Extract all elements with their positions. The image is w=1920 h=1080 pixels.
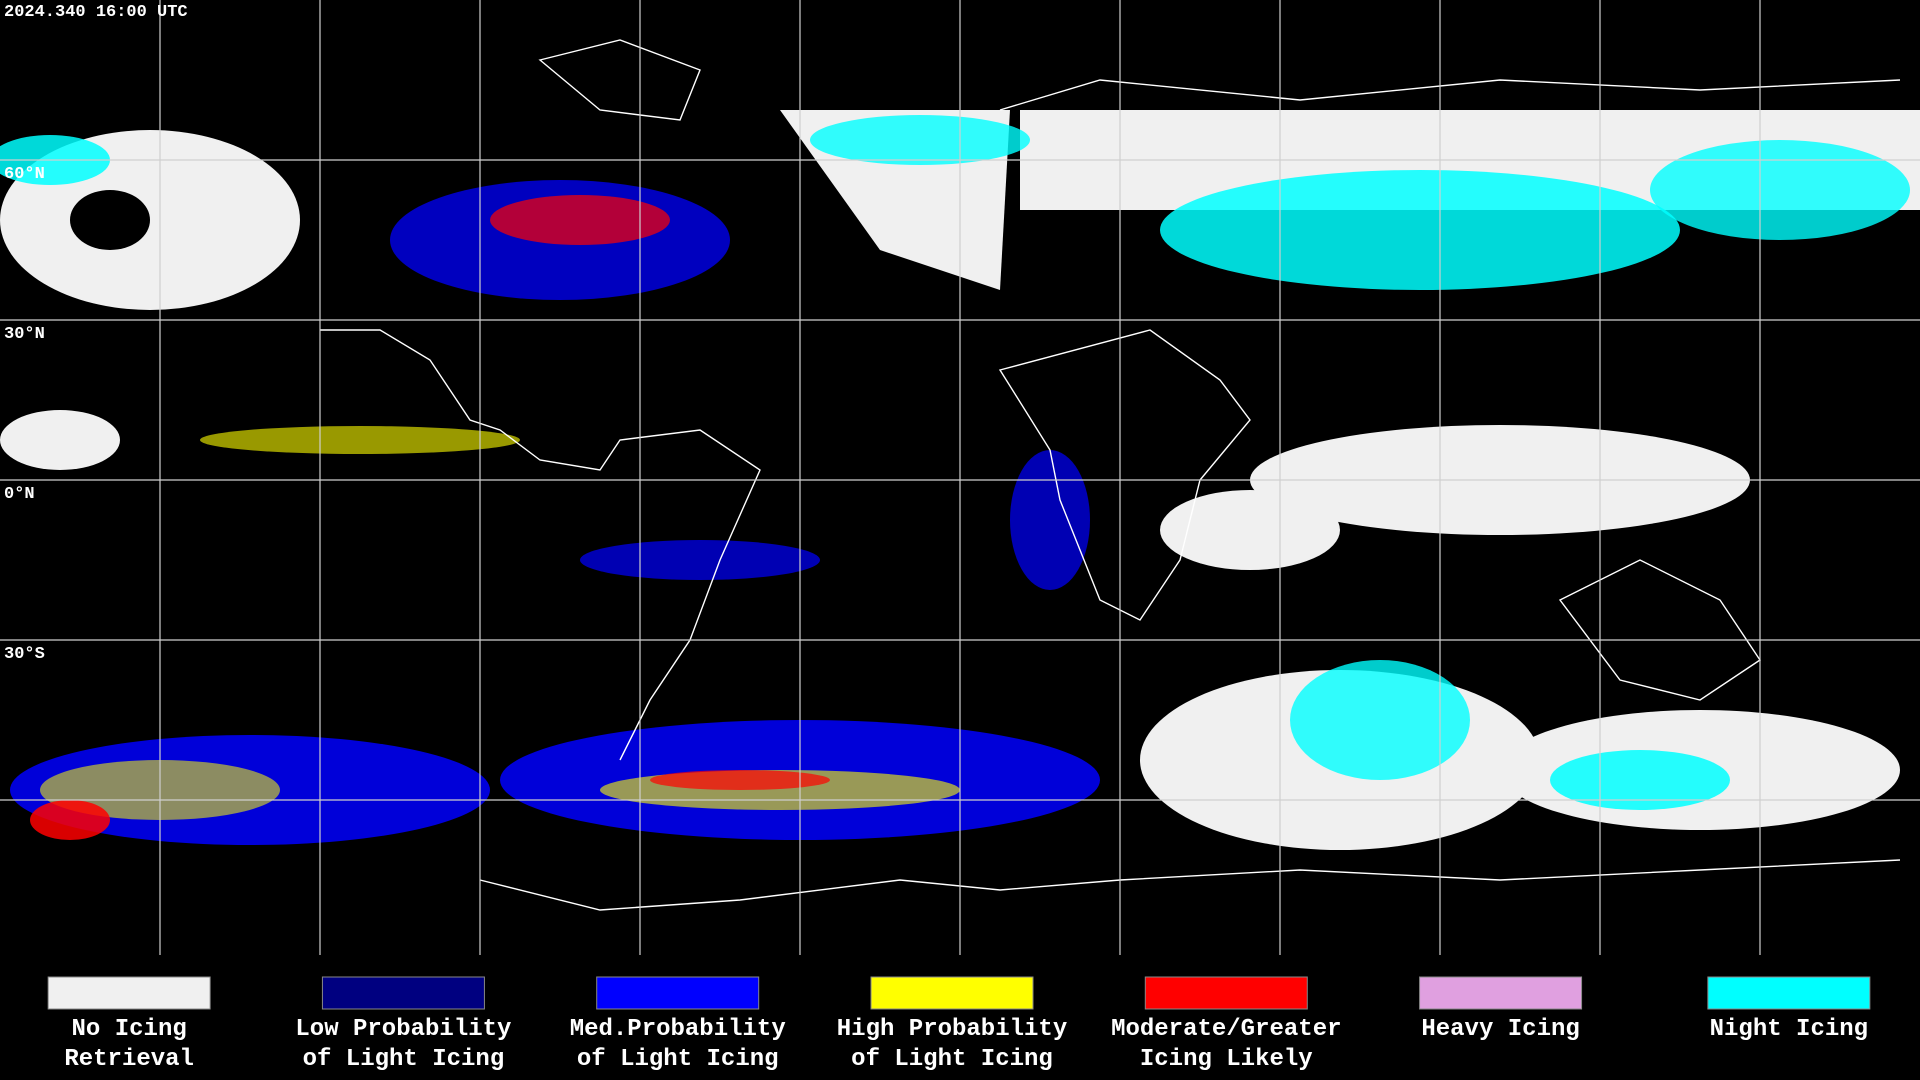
legend-label: Night Icing (1710, 1016, 1868, 1043)
legend-swatch (596, 976, 760, 1010)
timestamp: 2024.340 16:00 UTC (4, 3, 188, 22)
cloud-field (0, 410, 120, 470)
clear-sky (70, 190, 150, 250)
coastline (538, 39, 701, 121)
legend-swatch (1144, 976, 1308, 1010)
coastline (998, 329, 1251, 621)
night-icing-area (810, 115, 1030, 165)
icing-area (200, 426, 520, 454)
legend-swatch (1419, 976, 1583, 1010)
latitude-label: 30°N (4, 325, 45, 344)
legend-label: of Light Icing (303, 1046, 505, 1073)
latitude-labels: 60°N 30°N 0°N 30°S (4, 165, 45, 664)
icing-area (1010, 450, 1090, 590)
icing-area (30, 800, 110, 840)
latitude-label: 60°N (4, 165, 45, 184)
coastlines (320, 39, 1901, 911)
legend-label: of Light Icing (577, 1046, 779, 1073)
imagery (0, 110, 1920, 850)
legend-label: Retrieval (64, 1046, 194, 1073)
coastline (320, 329, 761, 761)
icing-area (490, 195, 670, 245)
legend-label: No Icing (72, 1016, 187, 1043)
legend-label: Med.Probability (570, 1016, 786, 1043)
night-icing-area (1650, 140, 1910, 240)
night-icing-area (1160, 170, 1680, 290)
legend-label: High Probability (837, 1016, 1067, 1043)
legend-label: Moderate/Greater (1111, 1016, 1341, 1043)
legend-swatch (47, 976, 211, 1010)
coastline (999, 79, 1901, 111)
legend-label: Icing Likely (1140, 1046, 1313, 1073)
legend-label: Low Probability (295, 1016, 511, 1043)
latitude-label: 0°N (4, 485, 35, 504)
icing-area (650, 770, 830, 790)
legend-swatch (321, 976, 485, 1010)
legend-label: Heavy Icing (1421, 1016, 1579, 1043)
night-icing-area (1550, 750, 1730, 810)
night-icing-area (1290, 660, 1470, 780)
legend: No Icing Retrieval Low Probability of Light… (47, 976, 1871, 1073)
graticule (0, 0, 1920, 955)
legend-swatch (870, 976, 1034, 1010)
latitude-label: 30°S (4, 645, 45, 664)
legend-swatch (1707, 976, 1871, 1010)
icing-area (580, 540, 820, 580)
cloud-field (1160, 490, 1340, 570)
legend-label: of Light Icing (851, 1046, 1053, 1073)
legend-background (0, 955, 1920, 1080)
